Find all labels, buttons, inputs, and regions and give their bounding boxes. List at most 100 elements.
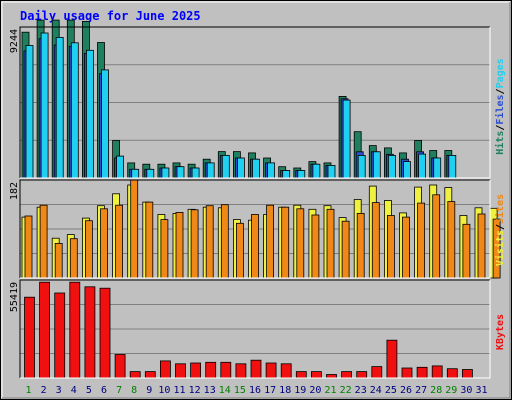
- bar-kbytes-day-22: [341, 371, 353, 379]
- ymax-label-kbytes: 55419: [9, 282, 20, 312]
- x-label-day-18: 18: [279, 385, 291, 396]
- x-label-day-9: 9: [146, 385, 152, 396]
- legend-item: /: [495, 224, 506, 230]
- x-label-day-25: 25: [385, 385, 397, 396]
- bar-pages-day-8: [131, 168, 140, 179]
- bar-sites-day-30: [462, 223, 471, 279]
- bar-pages-day-7: [116, 155, 124, 179]
- bar-pages-day-17: [267, 162, 276, 179]
- bar-pages-day-18: [282, 170, 291, 179]
- bar-pages-day-4: [70, 42, 79, 179]
- bar-pages-day-20: [312, 163, 321, 179]
- x-label-day-11: 11: [173, 385, 185, 396]
- bar-sites-day-4: [69, 238, 78, 279]
- chart-title: Daily usage for June 2025: [20, 9, 201, 23]
- bar-sites-day-7: [115, 204, 123, 279]
- bar-kbytes-day-3: [54, 292, 66, 379]
- ymax-label-hits-files-pages: 9244: [9, 29, 20, 53]
- legend-1: Hits/Files/Pages: [494, 58, 506, 154]
- x-label-day-6: 6: [101, 385, 107, 396]
- bar-pages-day-1: [25, 45, 34, 179]
- legend-item: Hits: [494, 131, 506, 155]
- x-label-day-14: 14: [219, 385, 231, 396]
- bar-sites-day-23: [356, 212, 365, 279]
- bar-sites-day-12: [190, 209, 199, 279]
- panel-border-light: [20, 180, 491, 279]
- x-label-day-23: 23: [355, 385, 367, 396]
- bar-pages-day-22: [342, 99, 351, 179]
- bar-pages-day-10: [161, 167, 170, 179]
- bar-sites-day-3: [54, 242, 63, 279]
- bar-sites-day-24: [371, 202, 380, 279]
- x-label-day-20: 20: [309, 385, 321, 396]
- panel-border-light: [20, 27, 491, 179]
- bar-kbytes-day-2: [39, 281, 50, 379]
- x-label-day-5: 5: [86, 385, 92, 396]
- x-label-day-15: 15: [234, 385, 246, 396]
- legend-3: KBytes: [495, 314, 506, 350]
- bar-kbytes-day-11: [175, 363, 186, 379]
- x-label-day-22: 22: [340, 385, 352, 396]
- x-label-day-28: 28: [430, 385, 442, 396]
- bar-sites-day-28: [432, 194, 441, 279]
- bar-pages-day-12: [191, 167, 200, 179]
- x-label-day-2: 2: [41, 385, 47, 396]
- legend-item: Files: [494, 94, 506, 124]
- ymax-label-visits-sites: 182: [9, 182, 20, 200]
- bar-kbytes-day-26: [401, 367, 413, 379]
- bar-kbytes-day-19: [295, 371, 307, 379]
- panel-border-dark: [19, 179, 490, 278]
- x-label-day-26: 26: [400, 385, 412, 396]
- x-label-day-3: 3: [56, 385, 62, 396]
- bar-kbytes-day-27: [416, 366, 428, 379]
- bar-kbytes-day-15: [235, 363, 247, 379]
- bar-sites-day-11: [175, 211, 184, 279]
- legend-item: Pages: [495, 58, 506, 88]
- bar-kbytes-day-6: [99, 287, 111, 379]
- bar-kbytes-day-25: [386, 339, 398, 379]
- legend-item: KBytes: [495, 314, 506, 350]
- bar-sites-day-5: [85, 220, 93, 279]
- bar-sites-day-20: [311, 214, 320, 279]
- legend-item: Visits: [494, 230, 506, 266]
- bar-kbytes-day-5: [84, 286, 96, 379]
- bar-sites-day-17: [266, 204, 275, 279]
- bar-sites-day-undefined: [492, 218, 501, 279]
- bar-sites-day-19: [296, 208, 305, 279]
- bar-pages-day-14: [221, 154, 230, 179]
- bar-sites-day-29: [447, 201, 456, 279]
- bar-sites-day-22: [341, 220, 350, 279]
- bar-sites-day-6: [100, 208, 108, 279]
- x-label-day-30: 30: [460, 385, 472, 396]
- x-label-day-1: 1: [25, 385, 31, 396]
- bar-pages-day-28: [433, 157, 442, 179]
- bar-pages-day-27: [418, 153, 427, 179]
- x-label-day-8: 8: [131, 385, 137, 396]
- bar-kbytes-day-13: [205, 361, 217, 379]
- bar-kbytes-day-4: [69, 281, 81, 379]
- bar-pages-day-15: [236, 157, 245, 179]
- legend-item: /: [495, 88, 506, 94]
- bar-sites-day-31: [477, 213, 486, 279]
- bar-kbytes-day-18: [280, 363, 292, 379]
- bar-sites-day-25: [386, 215, 395, 279]
- x-label-day-17: 17: [264, 385, 276, 396]
- x-label-day-31: 31: [475, 385, 487, 396]
- bar-pages-day-9: [146, 168, 155, 179]
- bar-kbytes-day-21: [326, 374, 337, 379]
- x-label-day-12: 12: [189, 385, 201, 396]
- x-label-day-27: 27: [415, 385, 427, 396]
- x-label-day-19: 19: [294, 385, 306, 396]
- bar-sites-day-2: [39, 204, 48, 279]
- bar-kbytes-day-12: [190, 362, 202, 379]
- bar-kbytes-day-29: [446, 368, 458, 379]
- bar-kbytes-day-17: [265, 362, 277, 379]
- bar-kbytes-day-1: [24, 296, 35, 379]
- bar-pages-day-24: [372, 151, 381, 179]
- x-label-day-13: 13: [204, 385, 216, 396]
- bar-pages-day-11: [176, 166, 185, 179]
- bar-pages-day-19: [297, 170, 306, 179]
- bar-sites-day-1: [24, 215, 33, 279]
- bar-pages-day-23: [357, 154, 366, 179]
